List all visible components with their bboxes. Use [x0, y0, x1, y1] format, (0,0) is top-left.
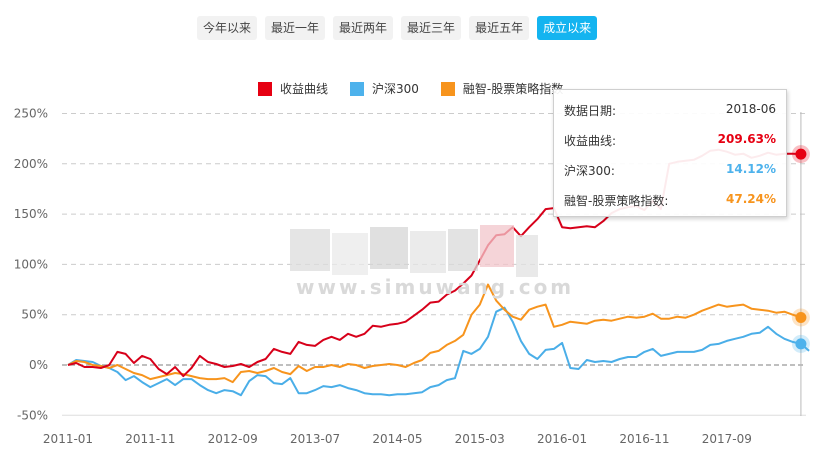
tooltip-index-label: 融智-股票策略指数: [564, 194, 669, 208]
range-button-1[interactable]: 最近一年 [265, 16, 326, 40]
range-button-2[interactable]: 最近两年 [333, 16, 394, 40]
date-range-selector: 今年以来 最近一年 最近两年 最近三年 最近五年 成立以来 [197, 16, 598, 40]
x-tick-label: 2011-01 [43, 432, 93, 446]
tooltip-fund-label: 收益曲线: [564, 134, 617, 148]
legend-swatch-icon [350, 81, 365, 96]
legend-swatch-icon [258, 81, 272, 96]
x-tick-label: 2016-01 [537, 432, 587, 446]
y-tick-label: 50% [21, 308, 48, 322]
watermark-text: www.simuwang.com [296, 275, 575, 299]
range-button-4[interactable]: 最近五年 [469, 16, 530, 40]
tooltip-date-value: 2018-06 [725, 102, 776, 116]
legend-item-0[interactable]: 收益曲线 [258, 80, 328, 97]
x-tick-label: 2013-07 [290, 432, 340, 446]
tooltip-date-label: 数据日期: [564, 104, 617, 118]
watermark-logo [290, 225, 540, 277]
highlight-point[interactable] [795, 338, 807, 350]
y-tick-label: 100% [14, 257, 48, 271]
tooltip-row-fund: 收益曲线: 209.63% [564, 132, 776, 149]
legend-swatch-icon [440, 81, 455, 96]
x-tick-label: 2014-05 [372, 432, 422, 446]
series-line-1 [67, 306, 810, 397]
x-tick-label: 2015-03 [455, 432, 505, 446]
x-tick-label: 2011-11 [125, 432, 175, 446]
legend-item-2[interactable]: 融智-股票策略指数 [440, 80, 564, 97]
x-tick-label: 2017-09 [702, 432, 752, 446]
tooltip-row-index: 融智-股票策略指数: 47.24% [564, 192, 776, 209]
legend-item-1[interactable]: 沪深300 [350, 80, 419, 97]
tooltip-hs300-value: 14.12% [726, 162, 776, 176]
range-button-3[interactable]: 最近三年 [401, 16, 462, 40]
x-tick-label: 2012-09 [208, 432, 258, 446]
series-line-2 [67, 283, 802, 384]
x-tick-label: 2016-11 [619, 432, 669, 446]
chart-tooltip: 数据日期: 2018-06 收益曲线: 209.63% 沪深300: 14.12… [553, 89, 787, 217]
chart-legend: 收益曲线 沪深300 融智-股票策略指数 [258, 80, 563, 97]
legend-label: 收益曲线 [280, 82, 329, 96]
range-button-0[interactable]: 今年以来 [197, 16, 258, 40]
legend-label: 融智-股票策略指数 [462, 82, 564, 96]
highlight-point[interactable] [795, 148, 807, 160]
tooltip-row-hs300: 沪深300: 14.12% [564, 162, 776, 179]
y-tick-label: -50% [17, 408, 48, 422]
y-tick-label: 150% [14, 207, 48, 221]
range-button-5[interactable]: 成立以来 [537, 16, 598, 40]
tooltip-hs300-label: 沪深300: [564, 164, 615, 178]
y-tick-label: 250% [14, 107, 48, 121]
legend-label: 沪深300 [372, 82, 419, 96]
y-tick-label: 0% [29, 358, 48, 372]
tooltip-index-value: 47.24% [726, 192, 776, 206]
tooltip-fund-value: 209.63% [717, 132, 776, 146]
tooltip-date-row: 数据日期: 2018-06 [564, 102, 776, 119]
y-tick-label: 200% [14, 157, 48, 171]
highlight-point[interactable] [795, 311, 807, 323]
